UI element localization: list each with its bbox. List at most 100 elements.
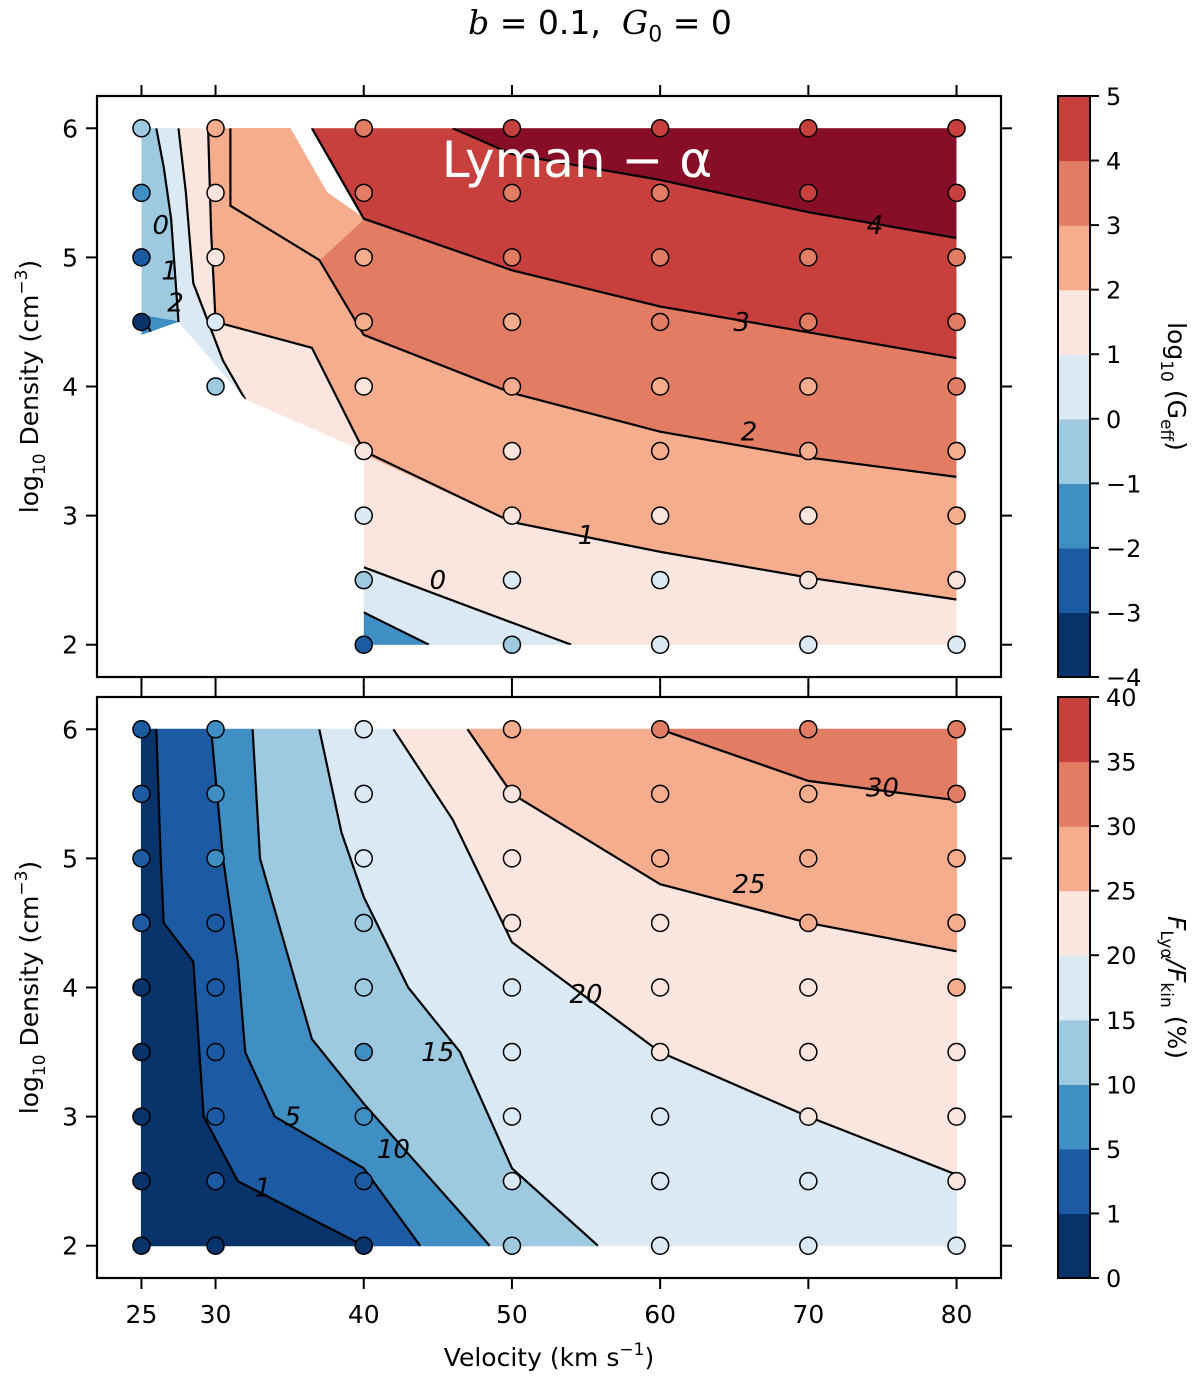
data-point [502, 978, 522, 997]
data-point [947, 1236, 966, 1255]
y-tick-label: 6 [62, 114, 78, 143]
colorbar-tick-label: 5 [1106, 1136, 1121, 1164]
data-point [502, 913, 522, 933]
contour-line-3 [318, 729, 599, 1247]
data-point [132, 1107, 151, 1126]
data-point [650, 248, 670, 267]
contour-line-4 [363, 566, 572, 645]
data-point [206, 720, 225, 739]
data-point [947, 248, 966, 267]
colorbar-segment [1058, 289, 1090, 355]
data-point [354, 1042, 374, 1062]
data-point [206, 119, 225, 138]
title-g-subscript: 0 [648, 22, 663, 48]
colorbar-tick-label: 0 [1106, 1265, 1121, 1293]
data-point [354, 978, 374, 997]
colorbar-segment [1058, 483, 1090, 549]
data-point [947, 978, 966, 997]
data-point [354, 248, 374, 267]
data-point [132, 720, 151, 739]
data-point [502, 312, 522, 332]
title-b-symbol: b [468, 3, 490, 42]
figure-title: b = 0.1, G0 = 0 [468, 3, 732, 48]
colorbar-segment [1058, 697, 1090, 763]
data-point [132, 1236, 151, 1255]
data-point [799, 119, 818, 138]
colorbar-tick-label: 3 [1106, 212, 1121, 240]
data-point [650, 119, 670, 138]
data-point [206, 1042, 225, 1062]
data-point [799, 377, 818, 396]
data-point [947, 913, 966, 933]
title-g-value: 0 [710, 3, 732, 42]
data-point [799, 506, 818, 525]
data-point [799, 1236, 818, 1255]
colorbar-tick-label: 20 [1106, 942, 1137, 970]
colorbar-segment [1058, 761, 1090, 827]
y-axis-label: log10 Density (cm−3) [12, 260, 50, 513]
data-point [799, 784, 818, 804]
data-point [799, 1107, 818, 1126]
data-point [354, 377, 374, 396]
data-point [947, 377, 966, 396]
data-point [799, 248, 818, 267]
colorbar-tick-label: −4 [1106, 664, 1141, 692]
contour-label-2: 2 [741, 418, 758, 448]
data-point [650, 570, 670, 590]
data-point [799, 1171, 818, 1191]
y-tick-label: 5 [62, 844, 78, 873]
colorbar-tick-label: 35 [1106, 749, 1137, 777]
contour-line-4 [392, 728, 957, 1176]
colorbar-tick-label: −2 [1106, 535, 1141, 563]
data-point [650, 312, 670, 332]
data-point [206, 248, 225, 267]
data-point [502, 183, 522, 203]
contour-line-7 [155, 128, 180, 322]
colorbar-tick-label: −1 [1106, 470, 1141, 498]
data-point [799, 312, 818, 332]
data-point [650, 506, 670, 525]
data-point [947, 1107, 966, 1126]
data-point [799, 978, 818, 997]
y-tick-label: 4 [62, 373, 78, 402]
data-point [206, 913, 225, 933]
colorbar-tick-label: 15 [1106, 1007, 1137, 1035]
data-point [650, 978, 670, 997]
title-b-value: 0.1 [537, 3, 591, 42]
y-tick-label: 2 [62, 1232, 78, 1261]
y-axis-label: log10 Density (cm−3) [12, 861, 50, 1114]
colorbar-tick-label: 4 [1106, 148, 1121, 176]
colorbar-tick-label: 2 [1106, 277, 1121, 305]
data-point [502, 1042, 522, 1062]
data-point [502, 1236, 522, 1255]
data-point [650, 1042, 670, 1062]
data-point [354, 506, 374, 525]
data-point [132, 119, 151, 138]
data-point [206, 1171, 225, 1191]
colorbar-label: FLyα/Fkin (%) [1156, 916, 1191, 1059]
x-tick-label: 60 [644, 1300, 676, 1329]
contour-label-4: 0 [430, 566, 447, 596]
data-point [132, 784, 151, 804]
data-point [354, 1107, 374, 1126]
data-point [650, 1107, 670, 1126]
data-point [354, 312, 374, 332]
data-point [502, 1107, 522, 1126]
x-axis-label: Velocity (km s−1) [444, 1340, 654, 1372]
data-point [132, 849, 151, 868]
contour-label-6: 1 [161, 256, 178, 286]
data-point [132, 183, 151, 203]
data-point [947, 506, 966, 525]
colorbar-segment [1058, 1213, 1090, 1279]
data-point [206, 183, 225, 203]
data-point [799, 635, 818, 654]
contour-line-5 [363, 611, 430, 645]
data-point [206, 849, 225, 868]
lyman-alpha-annotation: Lyman − α [442, 131, 713, 189]
data-point [650, 913, 670, 933]
data-point [947, 1171, 966, 1191]
contour-line-2 [251, 729, 491, 1247]
